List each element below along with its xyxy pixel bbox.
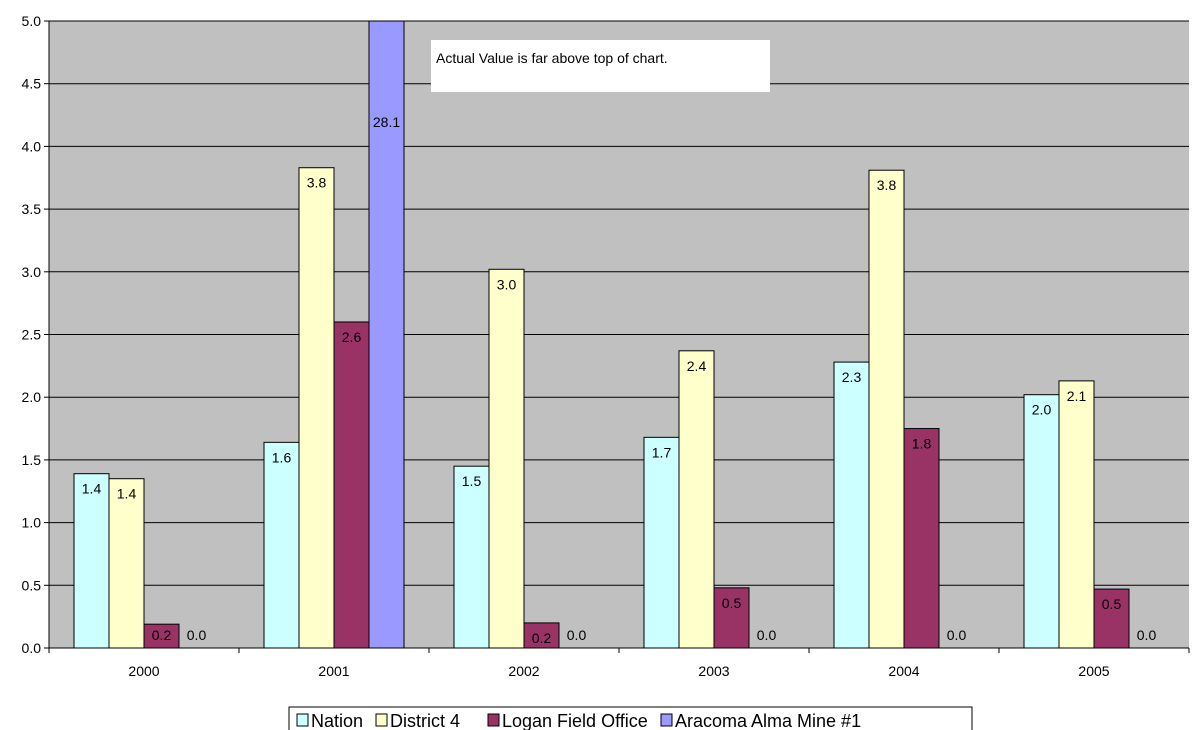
data-label: 0.0 <box>187 627 207 643</box>
data-label: 0.0 <box>567 627 587 643</box>
data-label: 0.0 <box>757 627 777 643</box>
annotation: Actual Value is far above top of chart. <box>431 40 770 92</box>
bar <box>833 361 870 649</box>
data-label: 0.5 <box>722 595 742 611</box>
bar <box>298 167 335 649</box>
bar <box>263 441 300 649</box>
bar <box>1023 394 1060 649</box>
y-tick-label: 5.0 <box>22 13 42 29</box>
y-tick-label: 4.0 <box>22 138 42 154</box>
data-label: 1.7 <box>652 444 672 460</box>
legend-swatch <box>375 713 388 727</box>
data-label: 28.1 <box>373 114 400 130</box>
y-tick-label: 2.5 <box>22 327 42 343</box>
y-tick-label: 3.0 <box>22 264 42 280</box>
annotation-text: Actual Value is far above top of chart. <box>436 50 668 66</box>
data-label: 0.5 <box>1102 596 1122 612</box>
legend-label: Logan Field Office <box>502 711 648 730</box>
y-axis: 0.0 0.5 1.0 1.5 2.0 2.5 3.0 3.5 4.0 4.5 5.0 <box>22 13 50 656</box>
legend-box <box>288 706 973 730</box>
bar <box>108 478 145 649</box>
bar <box>73 473 110 649</box>
annotation-box <box>431 40 770 92</box>
data-label: 1.4 <box>117 486 137 502</box>
bar <box>643 436 680 649</box>
y-tick-label: 0.0 <box>22 640 42 656</box>
x-tick-label: 2000 <box>128 663 159 679</box>
data-label: 2.3 <box>842 369 862 385</box>
x-tick-label: 2002 <box>508 663 539 679</box>
legend-swatch <box>487 713 500 727</box>
data-label: 0.0 <box>1137 627 1157 643</box>
x-tick-label: 2005 <box>1078 663 1109 679</box>
bar <box>453 465 490 649</box>
data-label: 2.0 <box>1032 402 1052 418</box>
bar <box>368 20 405 649</box>
bar <box>678 350 715 649</box>
bar <box>1093 588 1130 649</box>
data-label: 1.6 <box>272 449 292 465</box>
y-tick-label: 0.5 <box>22 577 42 593</box>
y-tick-label: 1.0 <box>22 515 42 531</box>
data-labels: 1.4 1.4 0.2 0.0 1.6 3.8 2.6 28.1 1.5 3.0 0.2 0.0 1.7… <box>82 114 1157 646</box>
x-tick-label: 2003 <box>698 663 729 679</box>
legend-swatch <box>660 713 673 727</box>
bar <box>523 622 560 649</box>
bar <box>713 587 750 649</box>
data-label: 2.4 <box>687 358 707 374</box>
x-tick-label: 2004 <box>888 663 919 679</box>
data-label: 2.6 <box>342 329 362 345</box>
data-label: 1.4 <box>82 481 102 497</box>
bars <box>73 20 1130 649</box>
legend-swatch <box>296 713 309 727</box>
legend-label: Aracoma Alma Mine #1 <box>675 711 861 730</box>
x-tick-label: 2001 <box>318 663 349 679</box>
bar <box>868 169 905 649</box>
data-label: 1.5 <box>462 473 482 489</box>
bar <box>1058 380 1095 649</box>
data-label: 3.0 <box>497 276 517 292</box>
y-tick-label: 4.5 <box>22 76 42 92</box>
bar <box>488 268 525 649</box>
data-label: 0.2 <box>152 627 172 643</box>
data-label: 3.8 <box>877 177 897 193</box>
data-label: 2.1 <box>1067 388 1087 404</box>
bar <box>903 428 940 649</box>
legend-label: Nation <box>311 711 363 730</box>
x-axis: 2000 2001 2002 2003 2004 2005 <box>48 647 1190 679</box>
data-label: 0.2 <box>532 630 552 646</box>
data-label: 1.8 <box>912 436 932 452</box>
y-tick-label: 3.5 <box>22 201 42 217</box>
plot-area <box>49 20 1189 649</box>
legend: Nation District 4 Logan Field Office Aracom… <box>288 706 973 730</box>
legend-label: District 4 <box>390 711 460 730</box>
data-label: 0.0 <box>947 627 967 643</box>
y-tick-label: 1.5 <box>22 452 42 468</box>
bar <box>333 321 370 649</box>
data-label: 3.8 <box>307 175 327 191</box>
y-tick-label: 2.0 <box>22 389 42 405</box>
